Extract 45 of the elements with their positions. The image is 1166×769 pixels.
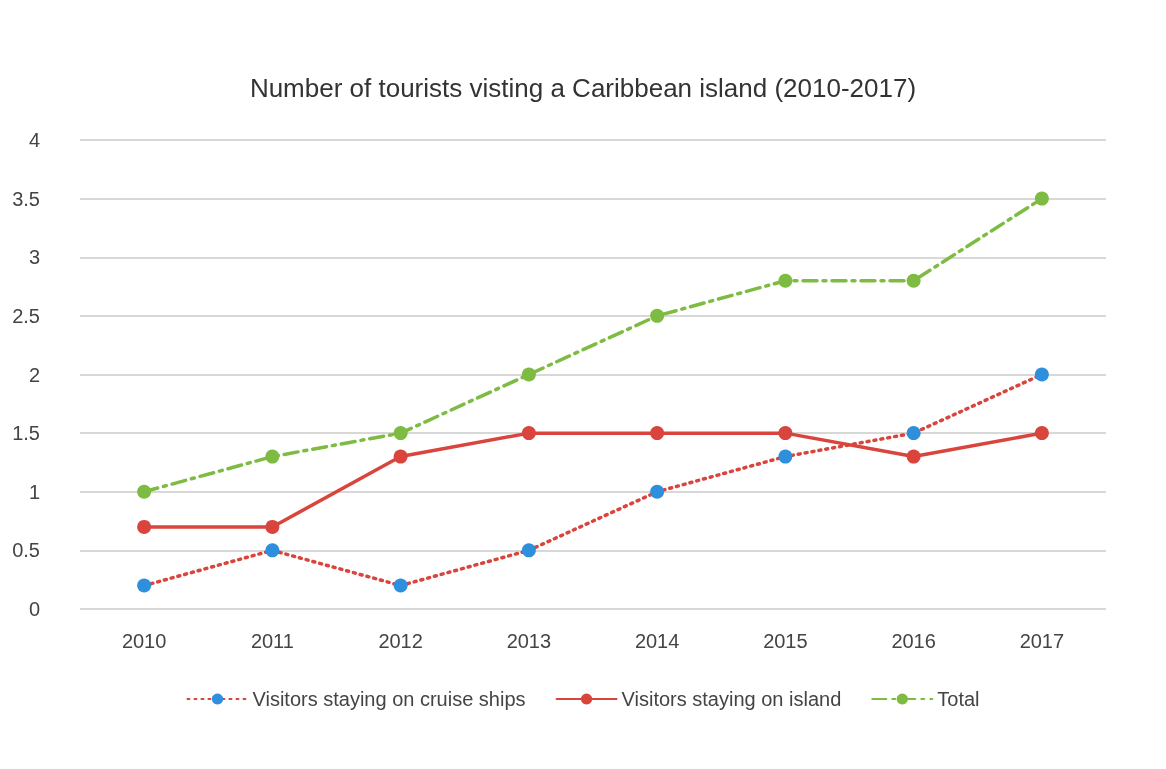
point [778,426,793,441]
point [521,367,536,382]
x-tick-label: 2016 [891,630,936,652]
legend-label: Visitors staying on island [621,688,842,710]
x-tick-label: 2017 [1019,630,1065,652]
point [137,578,152,593]
point [137,484,152,499]
y-tick-label: 1 [28,480,40,503]
x-tick-label: 2013 [506,630,552,652]
point [650,484,665,499]
y-tick-label: 3 [28,246,40,269]
point [521,543,536,558]
point [265,543,280,558]
legend-label: Total [937,688,980,710]
y-tick-label: 1.5 [12,422,40,445]
point [906,449,921,464]
x-tick-label: 2014 [634,630,680,652]
y-tick-label: 2 [28,363,40,386]
point [393,449,408,464]
point [778,449,793,464]
y-tick-label: 4 [28,129,40,151]
legend-label: Visitors staying on cruise ships [252,688,526,710]
point [521,426,536,441]
point [906,426,921,441]
point [393,578,408,593]
point [393,426,408,441]
point [906,273,921,288]
x-tick-label: 2011 [250,630,294,652]
point [137,519,152,534]
y-tick-label: 3.5 [12,187,40,210]
y-tick-label: 2.5 [12,304,40,327]
point [650,426,665,441]
y-tick-label: 0.5 [12,539,40,562]
x-tick-label: 2010 [121,630,167,652]
chart-title: Number of tourists visting a Caribbean island (2010-2017) [249,73,917,103]
point [650,308,665,323]
point [1034,191,1049,206]
y-tick-label: 0 [28,598,40,620]
point [265,449,280,464]
point [265,519,280,534]
point [1034,367,1049,382]
point [1034,426,1049,441]
x-tick-label: 2012 [378,630,423,652]
point [778,273,793,288]
x-tick-label: 2015 [763,630,808,652]
